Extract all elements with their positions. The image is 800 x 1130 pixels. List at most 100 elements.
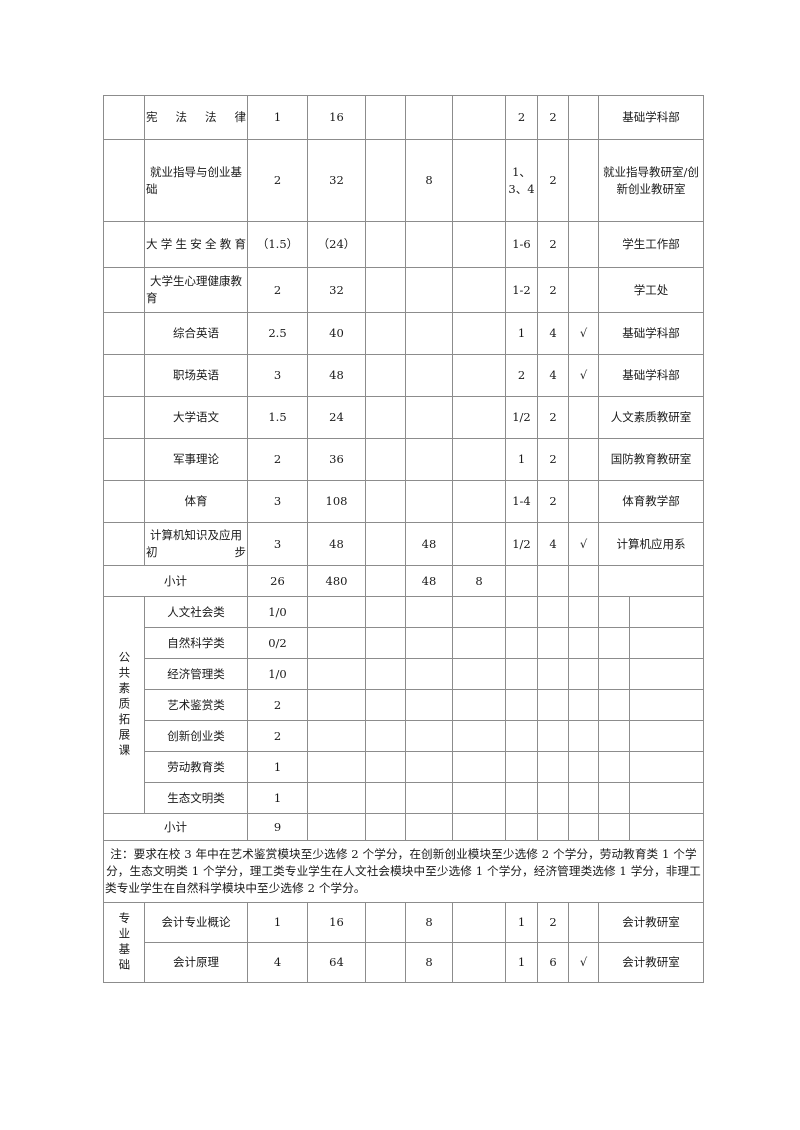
quality-cell-c11 [598, 627, 630, 659]
course-department: 学生工作部 [598, 221, 704, 268]
course-exam-mark: √ [568, 312, 599, 355]
quality-cell-c5 [365, 596, 406, 628]
table-row: 体育 3 108 1-4 2 体育教学部 [103, 480, 704, 523]
course-col5 [365, 942, 406, 983]
table-row: 大学语文 1.5 24 1/2 2 人文素质教研室 [103, 396, 704, 439]
quality-cell-c12 [629, 751, 704, 783]
table-body: 宪法法律 1 16 2 2 基础学科部 就业指导与创业基础 2 32 8 1、3… [103, 95, 704, 983]
quality-cell-c8 [505, 689, 538, 721]
course-department: 基础学科部 [598, 312, 704, 355]
course-col5 [365, 139, 406, 222]
course-col5 [365, 221, 406, 268]
course-department: 计算机应用系 [598, 522, 704, 566]
quality-cell-c11 [598, 658, 630, 690]
course-col6 [405, 354, 453, 397]
quality-item-credits: 2 [247, 720, 308, 752]
quality-cell-c12 [629, 782, 704, 814]
course-weekly-hours: 2 [537, 267, 569, 313]
course-credits: （1.5） [247, 221, 308, 268]
subtotal-weekly [537, 565, 569, 597]
course-col6 [405, 312, 453, 355]
quality-cell-c8 [505, 751, 538, 783]
course-semester: 1 [505, 902, 538, 943]
quality-cell-c6 [405, 782, 453, 814]
quality-cell-c8 [505, 658, 538, 690]
course-total-hours: 40 [307, 312, 366, 355]
quality-cell-c7 [452, 689, 506, 721]
subtotal-col5 [365, 565, 406, 597]
course-weekly-hours: 2 [537, 396, 569, 439]
course-credits: 3 [247, 480, 308, 523]
note-row: 注：要求在校 3 年中在艺术鉴赏模块至少选修 2 个学分，在创新创业模块至少选修… [103, 840, 704, 903]
quality-item-credits: 1/0 [247, 596, 308, 628]
quality-cell-c9 [537, 658, 569, 690]
subtotal-cell-c8 [505, 813, 538, 841]
subtotal-semester [505, 565, 538, 597]
quality-cell-c7 [452, 627, 506, 659]
quality-cell-c7 [452, 596, 506, 628]
table-row: 大学生心理健康教育 2 32 1-2 2 学工处 [103, 267, 704, 313]
course-total-hours: 32 [307, 267, 366, 313]
subtotal-cell-c11 [598, 813, 630, 841]
course-weekly-hours: 4 [537, 522, 569, 566]
table-row: 经济管理类 1/0 [104, 658, 704, 690]
course-credits: 3 [247, 354, 308, 397]
course-exam-mark: √ [568, 522, 599, 566]
course-exam-mark: √ [568, 942, 599, 983]
course-department: 人文素质教研室 [598, 396, 704, 439]
course-name: 宪法法律 [144, 95, 248, 140]
table-row: 职场英语 3 48 2 4 √ 基础学科部 [103, 354, 704, 397]
quality-cell-c7 [452, 782, 506, 814]
subtotal-cell-c10 [568, 813, 599, 841]
course-col7 [452, 438, 506, 481]
course-col7 [452, 267, 506, 313]
quality-item-credits: 1/0 [247, 658, 308, 690]
course-name: 会计原理 [144, 942, 248, 983]
course-col5 [365, 396, 406, 439]
course-credits: 2 [247, 267, 308, 313]
table-row: 大学生安全教育 （1.5） （24） 1-6 2 学生工作部 [103, 221, 704, 268]
quality-cell-c4 [307, 689, 366, 721]
quality-cell-c12 [629, 658, 704, 690]
quality-cell-c6 [405, 658, 453, 690]
subtotal-row-quality: 小计 9 [103, 813, 704, 841]
quality-item-name: 劳动教育类 [144, 751, 248, 783]
subtotal-cell-c12 [629, 813, 704, 841]
course-credits: 1.5 [247, 396, 308, 439]
quality-cell-c9 [537, 689, 569, 721]
course-credits: 2 [247, 139, 308, 222]
table-row: 自然科学类 0/2 [104, 627, 704, 659]
quality-cell-c4 [307, 596, 366, 628]
subtotal-credits: 9 [247, 813, 308, 841]
note-text: 注：要求在校 3 年中在艺术鉴赏模块至少选修 2 个学分，在创新创业模块至少选修… [103, 840, 704, 903]
subtotal-cell-c7 [452, 813, 506, 841]
course-department: 就业指导教研室/创新创业教研室 [598, 139, 704, 222]
table-row: 会计原理 4 64 8 1 6 √ 会计教研室 [104, 942, 704, 983]
quality-cell-c10 [568, 720, 599, 752]
course-semester: 1-6 [505, 221, 538, 268]
course-semester: 1/2 [505, 522, 538, 566]
quality-cell-c12 [629, 689, 704, 721]
course-name: 体育 [144, 480, 248, 523]
course-exam-mark [568, 95, 599, 140]
quality-cell-c8 [505, 720, 538, 752]
course-col7 [452, 480, 506, 523]
course-col6: 8 [405, 902, 453, 943]
quality-cell-c7 [452, 720, 506, 752]
subtotal-cell-c5 [365, 813, 406, 841]
subtotal-row-public: 小计 26 480 48 8 [103, 565, 704, 597]
course-exam-mark [568, 902, 599, 943]
quality-cell-c9 [537, 720, 569, 752]
group-label-major-basic: 专业基础 [103, 902, 145, 983]
table-row: 劳动教育类 1 [104, 751, 704, 783]
course-col7 [452, 312, 506, 355]
course-semester: 1 [505, 438, 538, 481]
table-row: 宪法法律 1 16 2 2 基础学科部 [103, 95, 704, 140]
quality-cell-c5 [365, 782, 406, 814]
course-credits: 4 [247, 942, 308, 983]
course-weekly-hours: 2 [537, 221, 569, 268]
quality-cell-c10 [568, 751, 599, 783]
course-semester: 2 [505, 354, 538, 397]
course-col7 [452, 902, 506, 943]
course-semester: 2 [505, 95, 538, 140]
